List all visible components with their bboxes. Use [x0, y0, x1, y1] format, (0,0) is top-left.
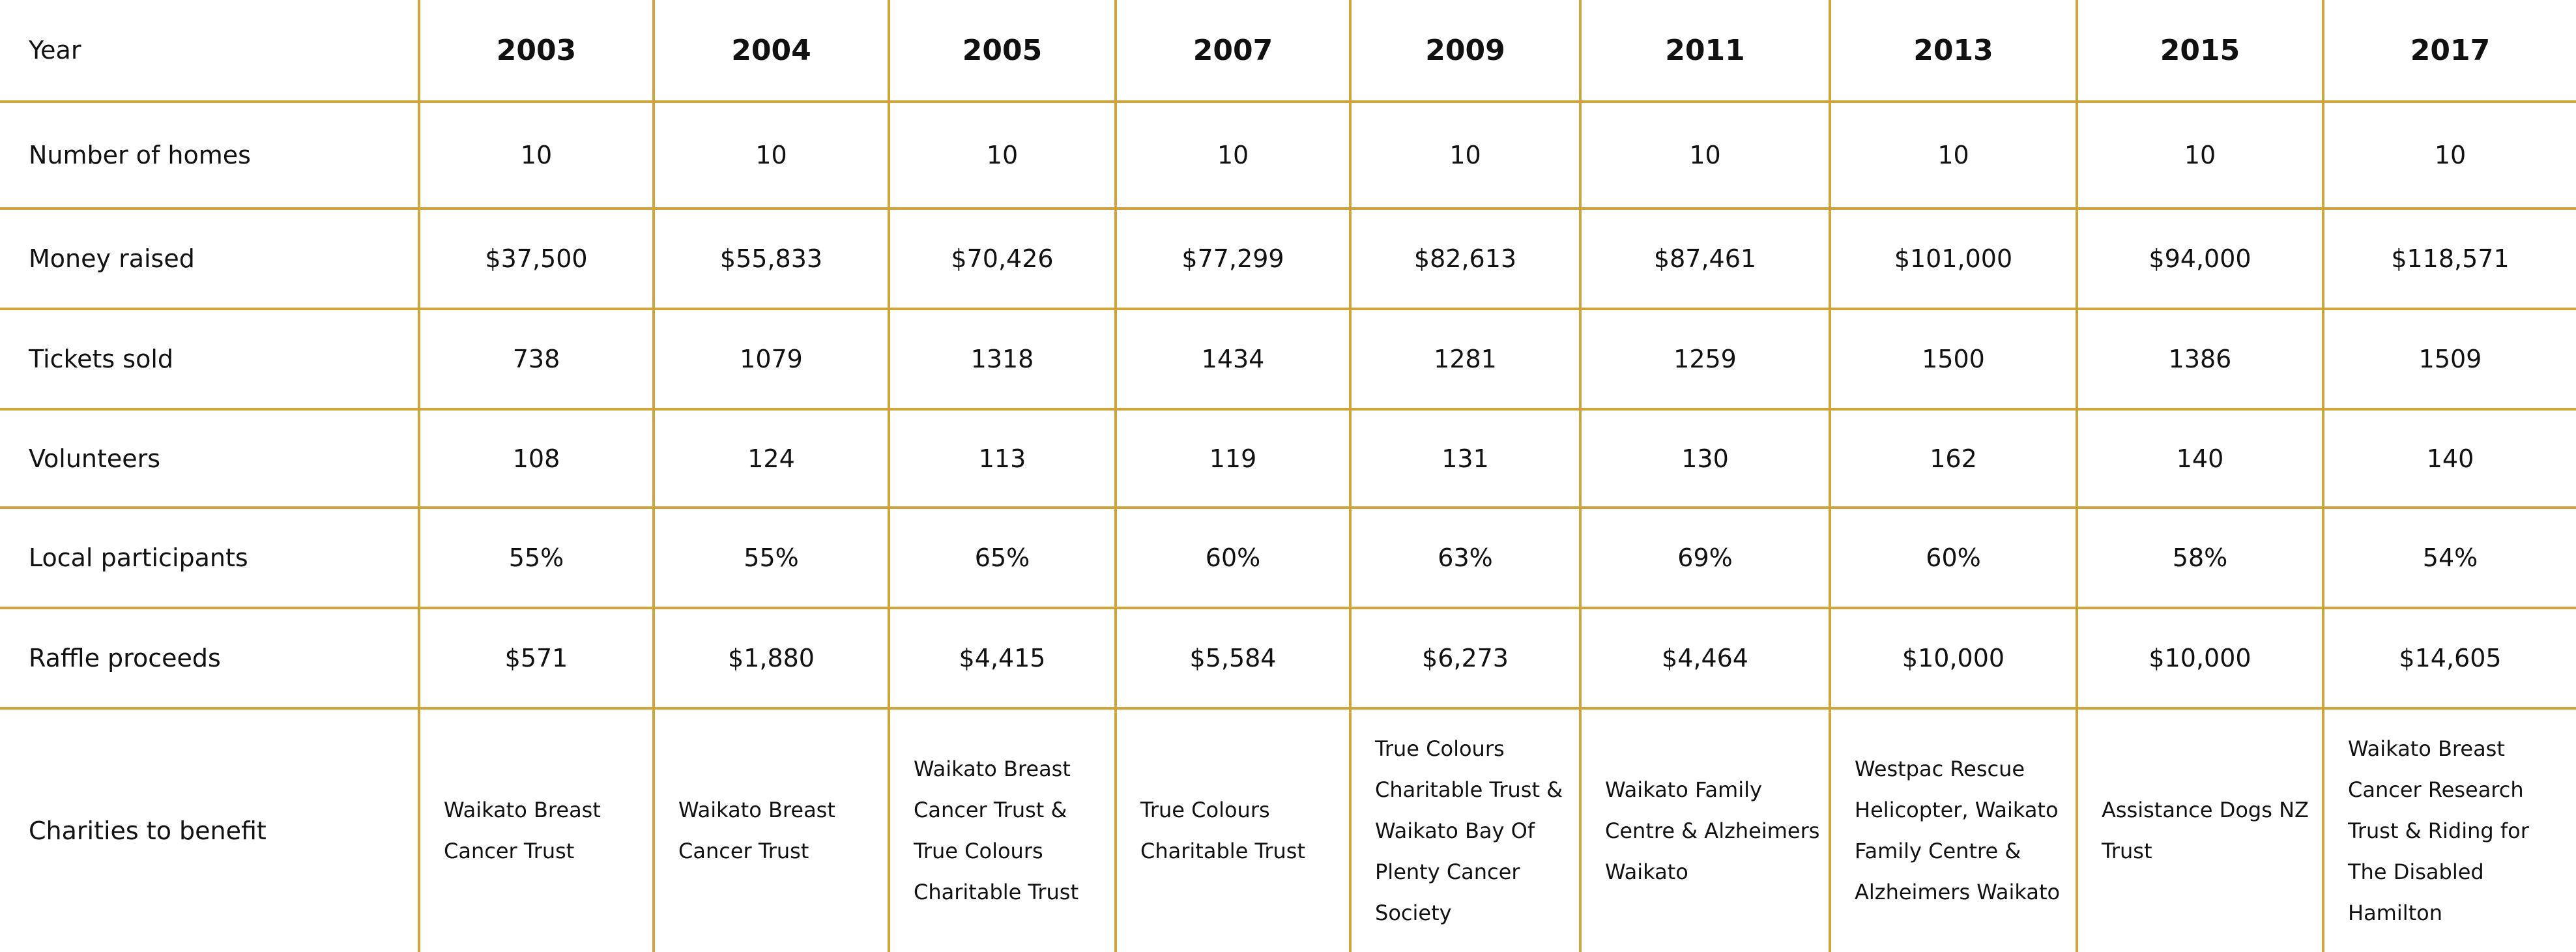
table-cell: 1386	[2076, 308, 2324, 411]
table-cell: 113	[888, 408, 1117, 509]
table-row: Money raised $37,500 $55,833 $70,426 $77,299…	[0, 207, 2576, 310]
table-cell: $4,464	[1579, 607, 1831, 710]
table-cell: $87,461	[1579, 207, 1831, 310]
table-cell: $118,571	[2322, 207, 2576, 310]
table-cell: 10	[2322, 100, 2576, 210]
year-header: 2007	[1114, 0, 1352, 103]
row-label: Raffle proceeds	[0, 607, 420, 710]
table-cell: 10	[652, 100, 890, 210]
table-row: Year 2003 2004 2005 2007 2009 2011 2013 2015 2017	[0, 0, 2576, 103]
row-label: Year	[0, 0, 420, 103]
table-cell: 10	[1829, 100, 2078, 210]
table-cell: 10	[1579, 100, 1831, 210]
table-cell: 58%	[2076, 506, 2324, 609]
table-cell: $10,000	[1829, 607, 2078, 710]
table-cell: 124	[652, 408, 890, 509]
row-label: Number of homes	[0, 100, 420, 210]
table-cell: $4,415	[888, 607, 1117, 710]
table-cell: 63%	[1349, 506, 1582, 609]
table-cell: 1079	[652, 308, 890, 411]
table-cell: 10	[2076, 100, 2324, 210]
table-cell: 10	[888, 100, 1117, 210]
table-cell: Assistance Dogs NZ Trust	[2076, 707, 2324, 952]
row-label: Money raised	[0, 207, 420, 310]
table-cell: 738	[418, 308, 655, 411]
row-label: Tickets sold	[0, 308, 420, 411]
year-header: 2004	[652, 0, 890, 103]
table-cell: 1281	[1349, 308, 1582, 411]
table-cell: 108	[418, 408, 655, 509]
table-cell: 1259	[1579, 308, 1831, 411]
table-cell: $37,500	[418, 207, 655, 310]
year-header: 2003	[418, 0, 655, 103]
table-cell: Waikato Family Centre & Alzheimers Waika…	[1579, 707, 1831, 952]
year-header: 2013	[1829, 0, 2078, 103]
table-row: Tickets sold 738 1079 1318 1434 1281 1259 1500 1…	[0, 308, 2576, 411]
row-label: Local participants	[0, 506, 420, 609]
table-cell: 119	[1114, 408, 1352, 509]
year-header: 2015	[2076, 0, 2324, 103]
table-cell: $101,000	[1829, 207, 2078, 310]
table-cell: Waikato Breast Cancer Trust & True Colou…	[888, 707, 1117, 952]
table-cell: 55%	[652, 506, 890, 609]
table-cell: 1318	[888, 308, 1117, 411]
table-cell: 162	[1829, 408, 2078, 509]
table-cell: 10	[1114, 100, 1352, 210]
table-cell: $10,000	[2076, 607, 2324, 710]
row-label: Volunteers	[0, 408, 420, 509]
table-cell: 60%	[1829, 506, 2078, 609]
table-cell: $77,299	[1114, 207, 1352, 310]
year-header: 2009	[1349, 0, 1582, 103]
table-cell: 60%	[1114, 506, 1352, 609]
table-cell: $14,605	[2322, 607, 2576, 710]
table-cell: Waikato Breast Cancer Trust	[418, 707, 655, 952]
table-cell: True Colours Charitable Trust	[1114, 707, 1352, 952]
table-cell: 54%	[2322, 506, 2576, 609]
table-cell: $82,613	[1349, 207, 1582, 310]
table-cell: 69%	[1579, 506, 1831, 609]
table-cell: $5,584	[1114, 607, 1352, 710]
table-cell: True Colours Charitable Trust & Waikato …	[1349, 707, 1582, 952]
table-cell: $94,000	[2076, 207, 2324, 310]
row-label: Charities to benefit	[0, 707, 420, 952]
table-cell: 1500	[1829, 308, 2078, 411]
table-cell: 55%	[418, 506, 655, 609]
table-cell: $1,880	[652, 607, 890, 710]
table-cell: Westpac Rescue Helicopter, Waikato Famil…	[1829, 707, 2078, 952]
table-cell: Waikato Breast Cancer Research Trust & R…	[2322, 707, 2576, 952]
year-header: 2017	[2322, 0, 2576, 103]
table-row: Volunteers 108 124 113 119 131 130 162 140 140	[0, 408, 2576, 509]
table-cell: $55,833	[652, 207, 890, 310]
table-row: Charities to benefit Waikato Breast Cance…	[0, 707, 2576, 952]
table-cell: Waikato Breast Cancer Trust	[652, 707, 890, 952]
table-cell: 10	[418, 100, 655, 210]
table-cell: 10	[1349, 100, 1582, 210]
year-header: 2011	[1579, 0, 1831, 103]
year-header: 2005	[888, 0, 1117, 103]
table-cell: 1509	[2322, 308, 2576, 411]
table-cell: 140	[2322, 408, 2576, 509]
table-row: Raffle proceeds $571 $1,880 $4,415 $5,584 $6,…	[0, 607, 2576, 710]
table-cell: $571	[418, 607, 655, 710]
table-cell: 130	[1579, 408, 1831, 509]
table-row: Number of homes 10 10 10 10 10 10 10 10 10	[0, 100, 2576, 210]
table-cell: 1434	[1114, 308, 1352, 411]
table-cell: $6,273	[1349, 607, 1582, 710]
table-cell: 65%	[888, 506, 1117, 609]
table-row: Local participants 55% 55% 65% 60% 63% 69% 60% 5…	[0, 506, 2576, 609]
table-cell: $70,426	[888, 207, 1117, 310]
table-cell: 131	[1349, 408, 1582, 509]
table-cell: 140	[2076, 408, 2324, 509]
